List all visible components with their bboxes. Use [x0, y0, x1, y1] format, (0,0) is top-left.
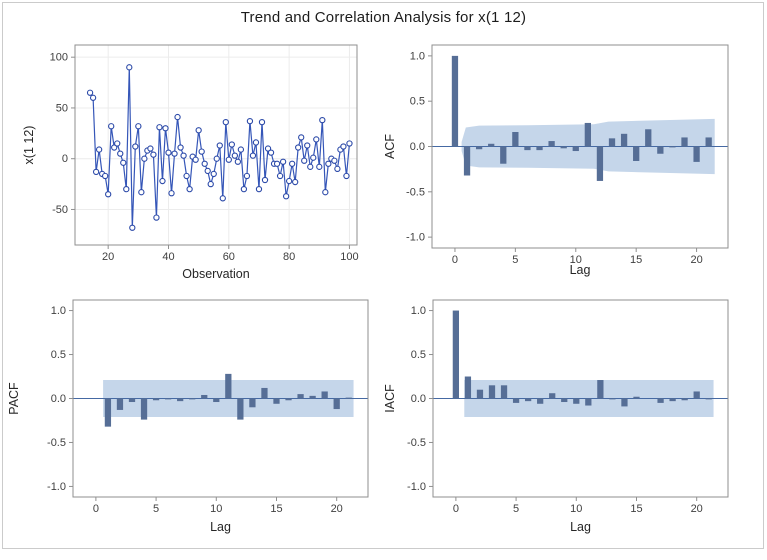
svg-text:20: 20: [102, 251, 114, 263]
svg-text:15: 15: [630, 503, 642, 515]
svg-text:20: 20: [691, 503, 703, 515]
svg-text:-0.5: -0.5: [406, 186, 425, 198]
svg-text:80: 80: [283, 251, 295, 263]
svg-text:100: 100: [50, 52, 68, 64]
svg-text:Lag: Lag: [210, 520, 231, 534]
svg-text:IACF: IACF: [384, 384, 397, 413]
svg-text:0.0: 0.0: [410, 141, 425, 153]
svg-text:0.5: 0.5: [410, 96, 425, 108]
acf-plot: 0 5 10 15 20 1.0 0.5 0.0 -0.5 -1.0 Lag ACF: [384, 44, 729, 277]
svg-text:60: 60: [223, 251, 235, 263]
svg-text:0.0: 0.0: [51, 393, 66, 405]
svg-text:10: 10: [570, 503, 582, 515]
iacf-plot: 0 5 10 15 20 1.0 0.5 0.0 -0.5 -1.0 Lag IACF: [384, 299, 729, 534]
svg-text:Lag: Lag: [570, 263, 591, 277]
svg-text:0: 0: [62, 153, 68, 165]
svg-text:Observation: Observation: [182, 267, 249, 281]
svg-text:5: 5: [153, 503, 159, 515]
svg-text:1.0: 1.0: [410, 50, 425, 62]
svg-text:1.0: 1.0: [51, 305, 66, 317]
svg-text:5: 5: [512, 254, 518, 266]
svg-text:-1.0: -1.0: [406, 232, 425, 244]
svg-text:40: 40: [162, 251, 174, 263]
svg-text:x(1 12): x(1 12): [22, 126, 36, 165]
svg-text:0.5: 0.5: [411, 349, 426, 361]
svg-text:15: 15: [270, 503, 282, 515]
svg-text:10: 10: [570, 254, 582, 266]
svg-text:0.5: 0.5: [51, 349, 66, 361]
svg-text:15: 15: [630, 254, 642, 266]
svg-text:PACF: PACF: [7, 382, 21, 415]
pacf-plot: 0 5 10 15 20 1.0 0.5 0.0 -0.5 -1.0 Lag PACF: [7, 299, 369, 534]
svg-text:5: 5: [513, 503, 519, 515]
chart-title: Trend and Correlation Analysis for x(1 1…: [240, 9, 527, 26]
svg-text:-1.0: -1.0: [47, 481, 66, 493]
svg-text:-0.5: -0.5: [47, 437, 66, 449]
svg-text:100: 100: [340, 251, 358, 263]
svg-text:1.0: 1.0: [411, 305, 426, 317]
svg-text:0: 0: [93, 503, 99, 515]
svg-text:-0.5: -0.5: [407, 437, 426, 449]
svg-text:10: 10: [210, 503, 222, 515]
series-plot: 20 40 60 80 100 100 50 0 -50 Observation x(1 12): [22, 44, 359, 281]
svg-text:-50: -50: [52, 204, 68, 216]
svg-text:0.0: 0.0: [411, 393, 426, 405]
svg-text:20: 20: [331, 503, 343, 515]
svg-text:50: 50: [56, 102, 68, 114]
svg-text:0: 0: [452, 254, 458, 266]
svg-text:0: 0: [453, 503, 459, 515]
svg-text:-1.0: -1.0: [407, 481, 426, 493]
svg-text:ACF: ACF: [384, 134, 397, 159]
svg-text:Lag: Lag: [570, 520, 591, 534]
svg-text:20: 20: [690, 254, 702, 266]
